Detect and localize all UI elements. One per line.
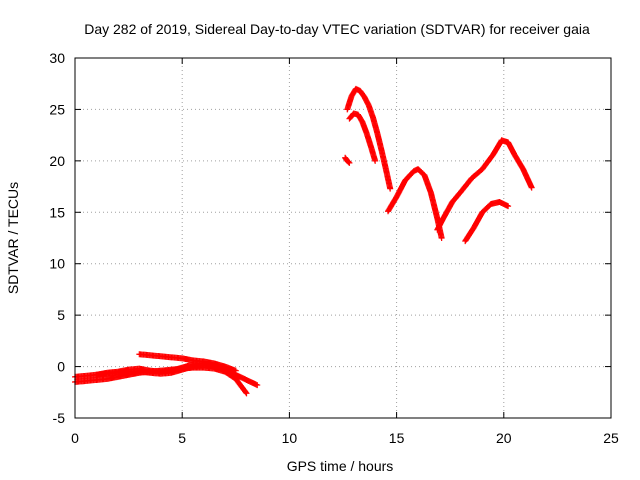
x-tick-label: 5 [178, 430, 186, 446]
y-tick-label: 30 [49, 50, 65, 66]
y-tick-label: 0 [57, 359, 65, 375]
x-tick-label: 10 [282, 430, 298, 446]
series-arc-c [346, 110, 379, 164]
data-point [243, 390, 250, 397]
series-arc-a [342, 154, 353, 166]
data-point [242, 389, 249, 396]
series-arc-f [462, 199, 512, 245]
y-tick-label: -5 [53, 410, 66, 426]
data-point [222, 365, 229, 372]
x-tick-label: 0 [71, 430, 79, 446]
data-point [505, 203, 512, 210]
data-point [232, 367, 239, 374]
series-arc-e [434, 137, 535, 233]
x-axis-label: GPS time / hours [287, 458, 394, 474]
data-point [528, 184, 535, 191]
y-tick-label: 15 [49, 204, 65, 220]
y-tick-label: 10 [49, 256, 65, 272]
data-point [438, 235, 445, 241]
data-point [345, 159, 352, 166]
data-point [254, 382, 261, 389]
data-point [346, 159, 353, 166]
x-tick-label: 15 [389, 430, 405, 446]
y-tick-label: 25 [49, 101, 65, 117]
y-tick-label: 20 [49, 153, 65, 169]
data-point [372, 157, 379, 164]
series-early-band-extra [93, 360, 229, 378]
grid-lines [75, 58, 611, 418]
plot-frame [74, 57, 612, 419]
axis-ticks: 0 5 10 15 20 25 -5 0 5 10 15 20 25 30 [49, 50, 619, 446]
y-tick-label: 5 [57, 307, 65, 323]
data-point [387, 185, 394, 192]
x-tick-label: 25 [603, 430, 619, 446]
chart-title: Day 282 of 2019, Sidereal Day-to-day VTE… [84, 21, 590, 37]
series-arc-d [385, 166, 445, 241]
y-axis-label: SDTVAR / TECUs [5, 182, 21, 294]
data-points [72, 85, 535, 397]
series-arc-b [344, 85, 394, 192]
x-tick-label: 20 [496, 430, 512, 446]
